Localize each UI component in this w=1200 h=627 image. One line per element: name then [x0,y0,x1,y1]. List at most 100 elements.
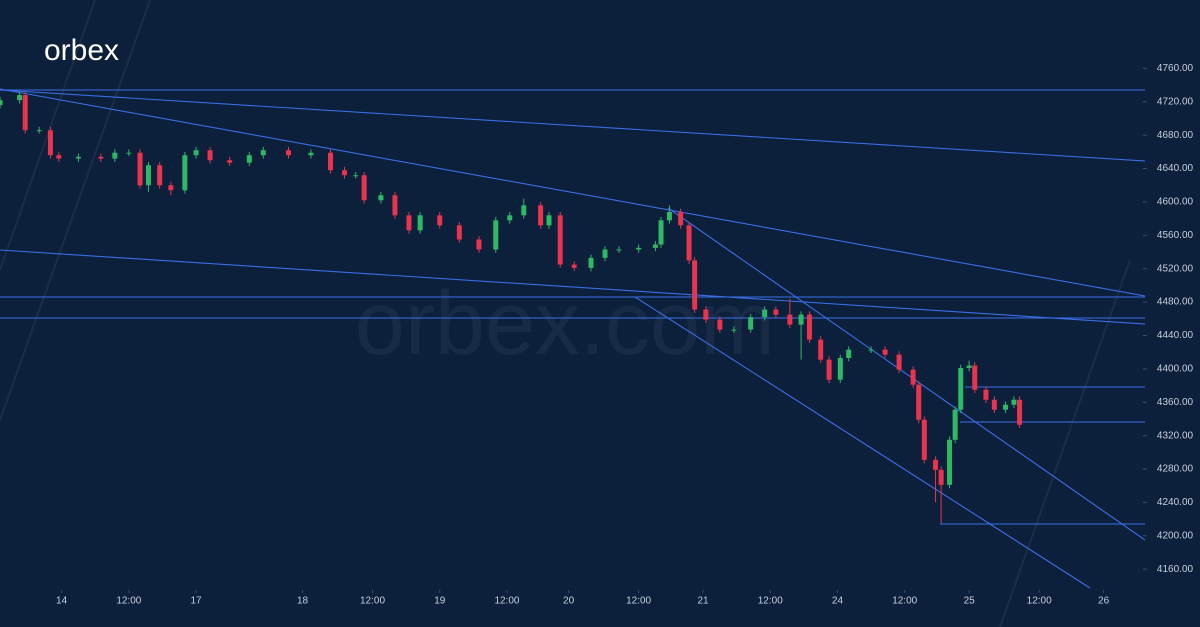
x-tick-label: 17 [191,596,203,607]
candle-body [182,155,188,191]
candle-body [126,152,132,154]
candle-body [378,195,384,201]
candle-body [22,95,28,131]
trendline [667,207,1146,541]
candle-body [507,215,513,221]
candle-body [636,247,642,250]
y-tick-label: 4560.00 [1157,230,1194,241]
candle-body [882,349,888,355]
candle-body [392,195,398,216]
candle-body [703,309,709,320]
candle-body [98,156,104,159]
candle-body [308,152,314,156]
candle-body [910,369,916,385]
y-tick-label: 4480.00 [1157,297,1194,308]
x-tick-label: 21 [697,596,709,607]
candle-body [137,152,143,186]
x-tick-label: 18 [297,596,309,607]
candle-body [748,317,754,330]
candle-body [193,150,199,156]
candle-body [666,211,672,221]
candle-body [406,215,412,231]
candle-body [1017,399,1023,425]
candle-body [260,150,266,156]
candle-body [588,257,594,268]
x-tick-label: 12:00 [1027,596,1052,607]
candle-body [417,215,423,231]
candle-body [286,150,292,156]
candle-body [328,152,334,171]
candle-body [658,220,664,245]
y-tick-label: 4640.00 [1157,163,1194,174]
candle-body [896,354,902,370]
candle-body [538,205,544,226]
candle-body [168,185,174,191]
candle-body [773,309,779,315]
y-tick-label: 4240.00 [1157,497,1194,508]
candle-body [145,165,151,186]
x-tick-label: 12:00 [626,596,651,607]
x-tick-label: 14 [56,596,68,607]
candle-body [227,160,233,163]
candle-body [17,95,23,101]
y-tick-label: 4360.00 [1157,397,1194,408]
y-tick-label: 4280.00 [1157,464,1194,475]
candle-body [652,244,658,248]
candle-body [966,365,972,369]
candle-body [56,155,62,159]
candle-body [157,165,163,186]
y-tick-label: 4400.00 [1157,363,1194,374]
candle-body [952,409,958,440]
candle-body [456,225,462,240]
candle-body [616,249,622,251]
candle-body [983,389,989,400]
x-tick-label: 12:00 [116,596,141,607]
candle-body [678,211,684,226]
candle-body [521,205,527,216]
watermark: orbex.com [355,274,775,374]
x-tick-label: 12:00 [758,596,783,607]
x-tick-label: 12:00 [892,596,917,607]
candle-body [846,349,852,359]
candle-body [437,215,443,226]
candle-body [868,349,874,351]
candle-body [0,100,3,106]
x-tick-label: 24 [832,596,844,607]
candle-body [1003,404,1009,410]
y-tick-label: 4680.00 [1157,130,1194,141]
x-tick-label: 26 [1098,596,1110,607]
candle-body [731,329,737,331]
candle-body [476,239,482,250]
y-tick-label: 4760.00 [1157,63,1194,74]
candle-body [692,260,698,310]
candle-body [353,175,359,177]
candle-body [826,359,832,380]
candle-body [787,314,793,325]
candle-body [717,319,723,330]
candle-body [602,249,608,258]
decor-line [0,0,96,271]
candle-body [1011,399,1017,405]
y-tick-label: 4440.00 [1157,330,1194,341]
candle-body [933,459,939,470]
candle-body [557,215,563,265]
candle-body [798,314,804,325]
x-tick-label: 25 [964,596,976,607]
candle-body [762,309,768,318]
candle-body [493,220,499,250]
candle-body [112,152,118,159]
x-tick-label: 19 [434,596,446,607]
candle-body [47,130,53,156]
decor-line [0,0,151,421]
y-tick-label: 4720.00 [1157,96,1194,107]
y-tick-label: 4520.00 [1157,263,1194,274]
candle-body [916,384,922,420]
y-tick-label: 4600.00 [1157,197,1194,208]
candle-body [818,339,824,360]
candle-body [36,130,42,132]
logo: orbex [44,34,119,67]
trendline [0,89,1146,162]
